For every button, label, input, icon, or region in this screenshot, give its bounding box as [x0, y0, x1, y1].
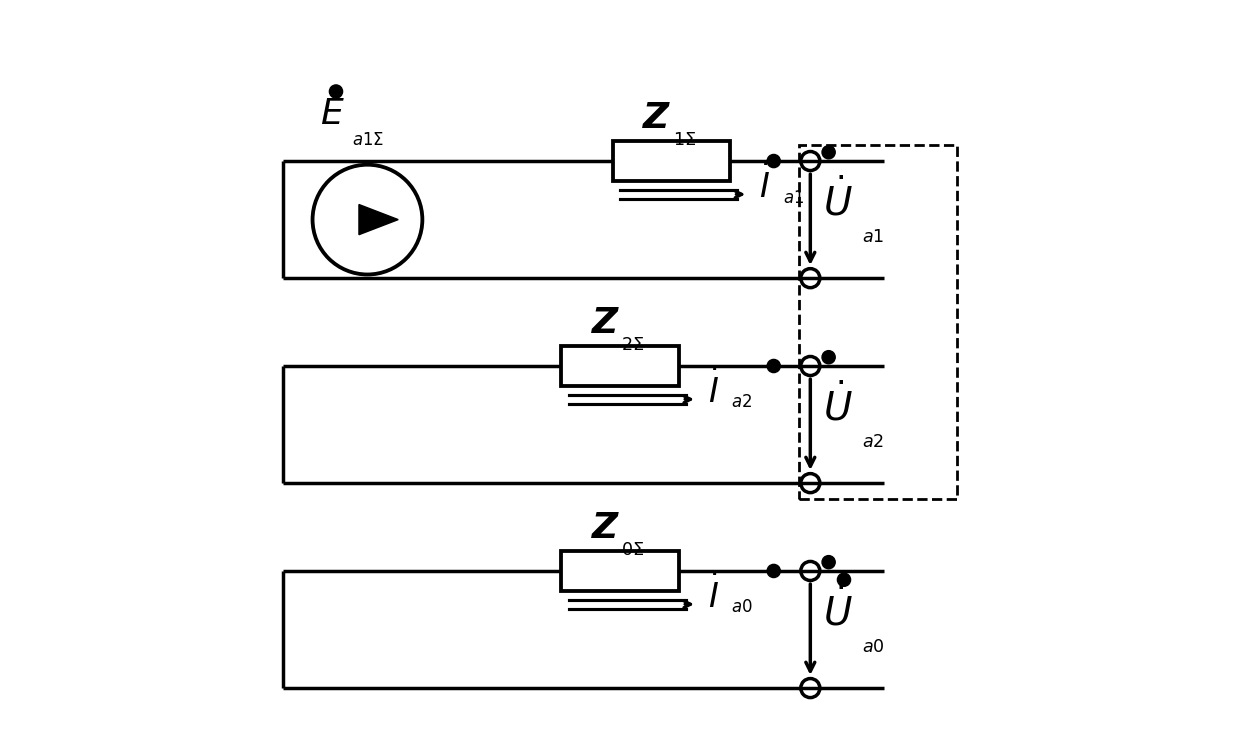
Text: $_{a1}$: $_{a1}$ [862, 221, 884, 244]
Text: $\dot{E}$: $\dot{E}$ [320, 90, 345, 132]
Circle shape [822, 351, 836, 364]
Bar [562, 551, 678, 591]
Bar [613, 141, 730, 181]
Text: $_{a2}$: $_{a2}$ [862, 426, 884, 449]
Circle shape [837, 573, 851, 586]
Text: $\dot{I}$: $\dot{I}$ [759, 165, 770, 205]
Circle shape [768, 154, 780, 168]
Circle shape [768, 359, 780, 373]
Circle shape [330, 85, 342, 98]
Bar [562, 346, 678, 386]
Text: $_{a0}$: $_{a0}$ [732, 591, 753, 616]
Text: $\dot{U}$: $\dot{U}$ [823, 384, 853, 429]
Text: $_{a1}$: $_{a1}$ [782, 182, 804, 206]
Text: $_{a0}$: $_{a0}$ [862, 631, 884, 654]
Text: $\dot{I}$: $\dot{I}$ [708, 575, 719, 615]
Text: $_{a2}$: $_{a2}$ [732, 386, 753, 411]
Circle shape [822, 146, 836, 159]
Circle shape [768, 564, 780, 578]
Text: $\bfit{Z}$: $\bfit{Z}$ [642, 102, 672, 135]
Text: $_{a1\Sigma}$: $_{a1\Sigma}$ [352, 124, 384, 148]
Text: $\bfit{Z}$: $\bfit{Z}$ [590, 307, 620, 340]
Circle shape [822, 556, 836, 569]
Text: $_{1\Sigma}$: $_{1\Sigma}$ [673, 124, 696, 148]
Text: $\dot{U}$: $\dot{U}$ [823, 589, 853, 634]
Bar [800, 145, 957, 499]
Text: $\dot{I}$: $\dot{I}$ [708, 370, 719, 410]
Text: $_{0\Sigma}$: $_{0\Sigma}$ [621, 534, 645, 558]
Text: $\dot{U}$: $\dot{U}$ [823, 179, 853, 224]
Text: $\bfit{Z}$: $\bfit{Z}$ [590, 512, 620, 545]
Text: $_{2\Sigma}$: $_{2\Sigma}$ [621, 329, 645, 353]
Polygon shape [358, 204, 398, 235]
